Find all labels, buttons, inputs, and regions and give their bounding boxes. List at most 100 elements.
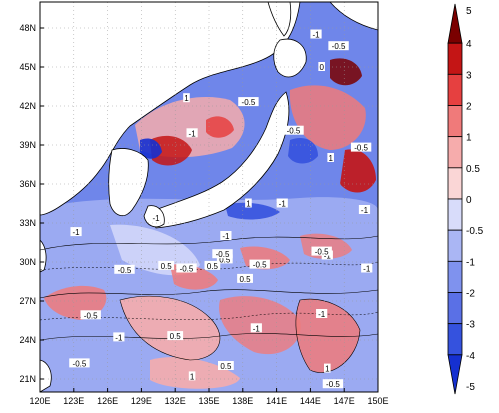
strong-warm-patch: [330, 58, 362, 86]
contour-label-bg: [186, 128, 198, 138]
contour-label-bg: [324, 363, 331, 373]
gridlines: [40, 2, 378, 392]
contour-line: [40, 235, 378, 251]
contour-label-bg: [310, 29, 322, 39]
china-coast: [40, 239, 47, 273]
strong-warm-patch: [340, 149, 376, 193]
colorbar-box: [447, 73, 463, 106]
colorbar: 5 4 3 2 1 0.5 0 -0.5 -1 -2 -3 -4 -5: [420, 0, 499, 408]
contour-label: -0.5: [253, 261, 267, 270]
strong-cold-patch: [288, 137, 318, 164]
colorbar-label: 1: [466, 133, 472, 144]
sst-anomaly-map: -0.5 -0.5 0.5 0.5 -0.5 -0.5 -1 -1 -1 1 -1 0.5 0.5 -0.…: [19, 1, 389, 406]
contour-label-bg: [327, 153, 334, 162]
colorbar-label: -5: [466, 382, 475, 393]
colorbar-labels: 5 4 3 2 1 0.5 0 -0.5 -1 -2 -3 -4 -5: [466, 6, 484, 393]
colorbar-label: 0: [466, 195, 472, 206]
contour-label: 1: [246, 200, 251, 209]
strong-warm-patch: [206, 116, 234, 138]
contour-label-bg: [150, 212, 162, 222]
lat-tick-label: 24N: [19, 335, 36, 345]
contour-label: -0.5: [73, 359, 87, 368]
contour-label: 0: [319, 63, 324, 72]
contour-label: -1: [363, 265, 371, 274]
contour-label: -1: [312, 31, 320, 40]
lon-tick-label: 126E: [97, 396, 118, 406]
contour-label-bg: [183, 93, 190, 103]
contour-label: 1: [184, 94, 189, 103]
contour-label: -0.5: [354, 144, 368, 153]
contour-label: -0.5: [315, 248, 329, 257]
contour-label: -1: [189, 129, 197, 138]
contour-label: -1: [152, 214, 160, 223]
colorbar-label: 5: [466, 6, 472, 17]
lon-tick-label: 132E: [165, 396, 186, 406]
contour-label-bg: [245, 198, 252, 208]
warm-patch: [289, 85, 366, 150]
contour-label: -1: [279, 200, 287, 209]
contour-label-bg: [358, 205, 371, 214]
contour-label-bg: [69, 358, 90, 368]
lon-tick-label: 147E: [334, 396, 355, 406]
colorbar-box: [447, 167, 463, 200]
contour-label: -1: [253, 324, 261, 333]
contour-label-bg: [250, 323, 262, 333]
map-svg: -0.5-0.50.5 0.5-0.5-0.5-1-1-11-10.50.5-0.…: [19, 1, 389, 406]
strong-warm-patch: [150, 135, 192, 166]
contour-label-bg: [316, 309, 328, 318]
contour-label: 0.5: [207, 262, 219, 271]
lat-tick-label: 45N: [19, 62, 36, 72]
contour-label-bg: [237, 273, 253, 283]
contour-label-bg: [361, 263, 373, 273]
contour-label: -0.5: [216, 250, 230, 259]
contour-label-bg: [113, 332, 125, 342]
contour-label: -0.5: [180, 265, 194, 274]
contour-label-bg: [276, 198, 288, 208]
colorbar-box: [447, 292, 463, 325]
contour-label-bg: [318, 62, 325, 71]
contour-label-bg: [212, 249, 233, 259]
contour-label: -0.5: [326, 380, 340, 389]
colorbar-label: 3: [466, 70, 472, 81]
colorbar-label: -0.5: [466, 226, 484, 237]
contour-label: -1: [222, 232, 230, 241]
contour-label: 1: [325, 365, 330, 374]
lon-tick-label: 150E: [367, 396, 388, 406]
contour-label: -1: [115, 333, 123, 342]
longitude-axis: 120E 123E 126E 129E 132E 135E 138E 141E 144E 147E…: [29, 388, 389, 406]
korea-peninsula: [108, 148, 149, 217]
contour-label: -1: [318, 310, 326, 319]
contour-label-bg: [350, 142, 372, 152]
colorbar-arrow-bottom: [447, 354, 463, 395]
contour-label-bg: [311, 246, 332, 256]
lat-tick-label: 36N: [19, 179, 36, 189]
colorbar-box: [447, 229, 463, 262]
contour-label-bg: [114, 264, 135, 274]
colorbar-label: 2: [466, 102, 472, 113]
lon-tick-label: 135E: [198, 396, 219, 406]
latitude-axis: 21N 24N 27N 30N 33N 36N 39N 42N 45N 48N: [19, 23, 44, 384]
contour-label-bg: [249, 259, 270, 269]
lon-tick-label: 129E: [131, 396, 152, 406]
lat-tick-label: 21N: [19, 374, 36, 384]
sakhalin: [267, 2, 292, 37]
contour-label: -0.5: [332, 42, 346, 51]
colorbar-label: -3: [466, 320, 475, 331]
contour-label-bg: [80, 310, 101, 320]
contour-label: 0.5: [161, 262, 173, 271]
lat-tick-label: 27N: [19, 296, 36, 306]
contour-label-bg: [216, 254, 233, 264]
colorbar-box: [447, 136, 463, 169]
contour-label: 0.5: [220, 362, 232, 371]
contour-label: 0.5: [219, 255, 231, 264]
contour-label: -1: [72, 228, 80, 237]
contour-label: -0.5: [287, 127, 301, 136]
taiwan: [40, 359, 52, 392]
contour-label-bg: [218, 361, 234, 370]
contour-line-dashed: [40, 261, 378, 271]
strong-cold-patch: [225, 202, 280, 220]
contour-line: [40, 289, 378, 299]
contour-label-bg: [283, 125, 304, 135]
colorbar-box: [447, 42, 463, 75]
contour-label: -1: [361, 206, 369, 215]
